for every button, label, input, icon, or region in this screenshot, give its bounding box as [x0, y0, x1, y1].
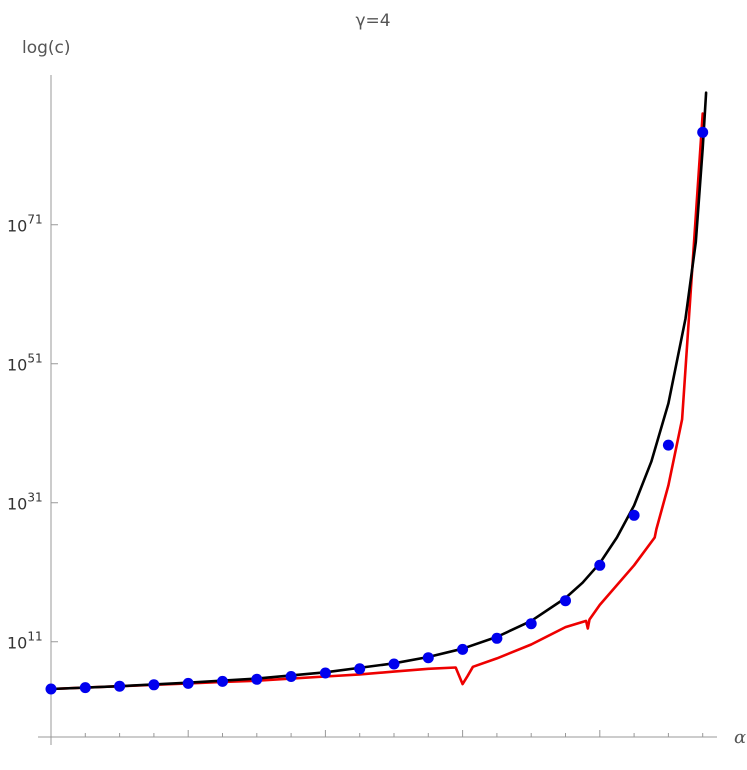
data-point: [354, 663, 366, 675]
data-point: [525, 618, 537, 630]
data-point: [697, 126, 709, 138]
data-point: [594, 559, 606, 571]
x-ticks: [50, 730, 704, 737]
y-axis-title: log(c): [22, 38, 71, 58]
data-point: [457, 643, 469, 655]
y-tick-label-exponent: 31: [27, 491, 42, 505]
y-tick-label-base: 10: [7, 217, 27, 236]
data-point: [491, 632, 503, 644]
data-point: [662, 439, 674, 451]
series-layer: [49, 91, 708, 691]
series-line-2: [49, 91, 708, 691]
data-point: [79, 682, 91, 694]
data-point: [628, 509, 640, 521]
y-tick-label: 1051: [7, 352, 43, 375]
y-tick-label-exponent: 11: [27, 630, 42, 644]
chart-title: γ=4: [355, 11, 390, 31]
data-point: [45, 683, 57, 695]
data-point: [182, 677, 194, 689]
points-layer: [45, 126, 709, 695]
y-tick-label: 1071: [7, 213, 43, 236]
data-point: [319, 667, 331, 679]
y-tick-label-base: 10: [7, 634, 27, 653]
data-point: [285, 671, 297, 682]
data-point: [114, 680, 126, 692]
data-point: [148, 679, 160, 691]
y-tick-label-exponent: 51: [27, 352, 42, 366]
y-tick-label: 1031: [7, 491, 43, 514]
data-point: [217, 675, 228, 687]
y-tick-label: 1011: [7, 630, 43, 653]
series-line-1: [49, 112, 704, 691]
data-point: [388, 658, 400, 670]
data-point: [422, 652, 434, 664]
y-tick-label-base: 10: [7, 356, 27, 375]
y-tick-label-exponent: 71: [27, 213, 42, 227]
data-point: [251, 673, 263, 685]
y-tick-label-base: 10: [7, 495, 27, 514]
data-point: [560, 595, 571, 607]
x-axis-title: α: [734, 727, 746, 748]
